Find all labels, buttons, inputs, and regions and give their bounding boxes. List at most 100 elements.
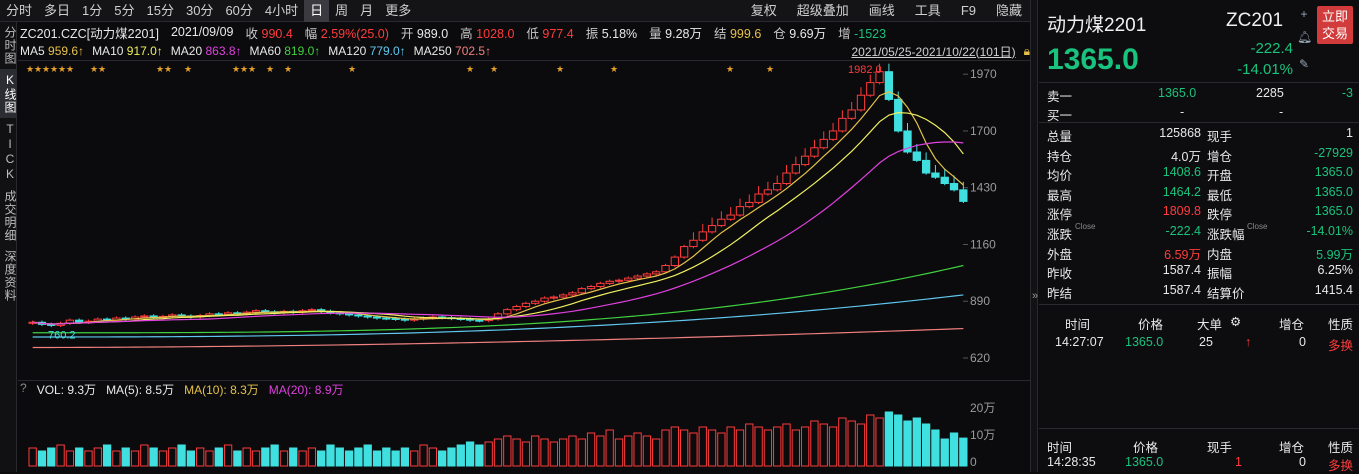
candle-body[interactable] <box>261 310 270 313</box>
trade-now-button[interactable]: 立即 交易 <box>1317 6 1353 44</box>
period-8-button[interactable]: 日 <box>304 0 330 22</box>
add-icon[interactable]: + <box>1300 7 1308 21</box>
candle-body[interactable] <box>642 273 652 277</box>
candle-body[interactable] <box>307 309 317 312</box>
volume-bar[interactable] <box>605 429 614 467</box>
event-star-icon[interactable]: ★ <box>232 64 240 74</box>
candle-body[interactable] <box>894 98 903 132</box>
event-star-icon[interactable]: ★ <box>284 64 292 74</box>
volume-bar[interactable] <box>298 450 307 467</box>
volume-bar[interactable] <box>186 450 196 467</box>
volume-bar[interactable] <box>652 438 661 467</box>
candle-body[interactable] <box>568 292 577 296</box>
candle-body[interactable] <box>633 275 642 279</box>
volume-bar[interactable] <box>28 447 37 467</box>
event-star-icon[interactable]: ★ <box>240 64 248 74</box>
period-9-button[interactable]: 周 <box>335 2 349 18</box>
volume-bar[interactable] <box>335 447 344 467</box>
volume-bar[interactable] <box>428 447 438 467</box>
event-star-icon[interactable]: ★ <box>610 64 618 74</box>
toolbar-right-4-button[interactable]: F9 <box>960 2 976 18</box>
event-star-icon[interactable]: ★ <box>556 64 564 74</box>
period-0-button[interactable]: 分时 <box>6 2 33 18</box>
date-range-link[interactable]: 2021/05/25-2021/10/22(101日) <box>851 44 1016 59</box>
candle-body[interactable] <box>540 297 549 302</box>
candle-body[interactable] <box>251 310 261 313</box>
candle-body[interactable] <box>661 265 670 273</box>
volume-bar[interactable] <box>614 438 624 467</box>
volume-bar[interactable] <box>419 444 428 467</box>
volume-bar[interactable] <box>586 432 596 467</box>
volume-bar[interactable] <box>679 429 689 467</box>
volume-bar[interactable] <box>354 447 363 467</box>
volume-bar[interactable] <box>158 450 168 467</box>
volume-bar[interactable] <box>130 450 140 467</box>
period-2-button[interactable]: 1分 <box>82 2 103 18</box>
volume-bar[interactable] <box>465 441 475 467</box>
volume-bar[interactable] <box>940 438 949 467</box>
volume-bar[interactable] <box>456 444 465 467</box>
event-star-icon[interactable]: ★ <box>348 64 356 74</box>
volume-bar[interactable] <box>754 426 763 467</box>
candle-body[interactable] <box>717 218 726 227</box>
volume-bar[interactable] <box>838 417 847 467</box>
candle-body[interactable] <box>391 317 400 320</box>
volume-bar[interactable] <box>828 426 838 467</box>
candle-body[interactable] <box>512 305 521 311</box>
candle-body[interactable] <box>959 189 968 202</box>
volume-bar[interactable] <box>493 438 503 467</box>
candle-body[interactable] <box>782 172 791 185</box>
candle-body[interactable] <box>354 314 363 317</box>
candle-body[interactable] <box>828 130 838 140</box>
candle-body[interactable] <box>596 282 605 288</box>
event-star-icon[interactable]: ★ <box>164 64 172 74</box>
period-5-button[interactable]: 30分 <box>185 2 214 18</box>
candle-body[interactable] <box>875 71 884 84</box>
volume-bar[interactable] <box>37 450 47 467</box>
candle-body[interactable] <box>577 288 586 294</box>
candle-body[interactable] <box>698 231 707 241</box>
volume-bar[interactable] <box>856 423 866 467</box>
bell-icon[interactable]: 🔔︎ <box>1297 30 1313 44</box>
volume-bar[interactable] <box>372 450 382 467</box>
volume-bar[interactable] <box>400 447 410 467</box>
candle-body[interactable] <box>754 193 763 203</box>
volume-bar[interactable] <box>531 435 540 467</box>
toolbar-right-5-button[interactable]: 隐藏 <box>995 2 1022 18</box>
volume-bar[interactable] <box>289 447 298 467</box>
candle-body[interactable] <box>549 296 558 299</box>
volume-bar[interactable] <box>931 429 940 467</box>
candle-body[interactable] <box>856 94 866 111</box>
event-star-icon[interactable]: ★ <box>248 64 256 74</box>
candle-body[interactable] <box>372 316 382 319</box>
volume-bar[interactable] <box>558 438 568 467</box>
volume-bar[interactable] <box>410 450 419 467</box>
volume-bar[interactable] <box>475 444 484 467</box>
candle-body[interactable] <box>503 309 512 315</box>
vol-settings-icon[interactable]: ? <box>20 381 27 395</box>
candle-body[interactable] <box>745 201 754 208</box>
candle-body[interactable] <box>363 315 372 318</box>
edit-icon[interactable]: ✎ <box>1298 57 1310 71</box>
event-star-icon[interactable]: ★ <box>50 64 58 74</box>
volume-bar[interactable] <box>810 420 819 467</box>
candle-body[interactable] <box>810 147 819 157</box>
candle-body[interactable] <box>605 280 614 284</box>
candle-body[interactable] <box>679 246 689 258</box>
vtab-1[interactable]: K线图 <box>0 69 17 118</box>
volume-bar[interactable] <box>503 435 512 467</box>
volume-bar[interactable] <box>726 426 735 467</box>
volume-bar[interactable] <box>177 444 186 467</box>
volume-bar[interactable] <box>642 435 652 467</box>
candle-body[interactable] <box>866 82 875 96</box>
candle-body[interactable] <box>689 239 698 248</box>
volume-bar[interactable] <box>382 447 391 467</box>
event-star-icon[interactable]: ★ <box>766 64 774 74</box>
vtab-4[interactable]: 深度资料 <box>3 250 17 302</box>
candle-body[interactable] <box>344 313 354 316</box>
volume-bar[interactable] <box>279 450 289 467</box>
volume-bar[interactable] <box>949 432 959 467</box>
volume-bar[interactable] <box>549 441 558 467</box>
volume-bar[interactable] <box>205 450 214 467</box>
event-star-icon[interactable]: ★ <box>34 64 42 74</box>
